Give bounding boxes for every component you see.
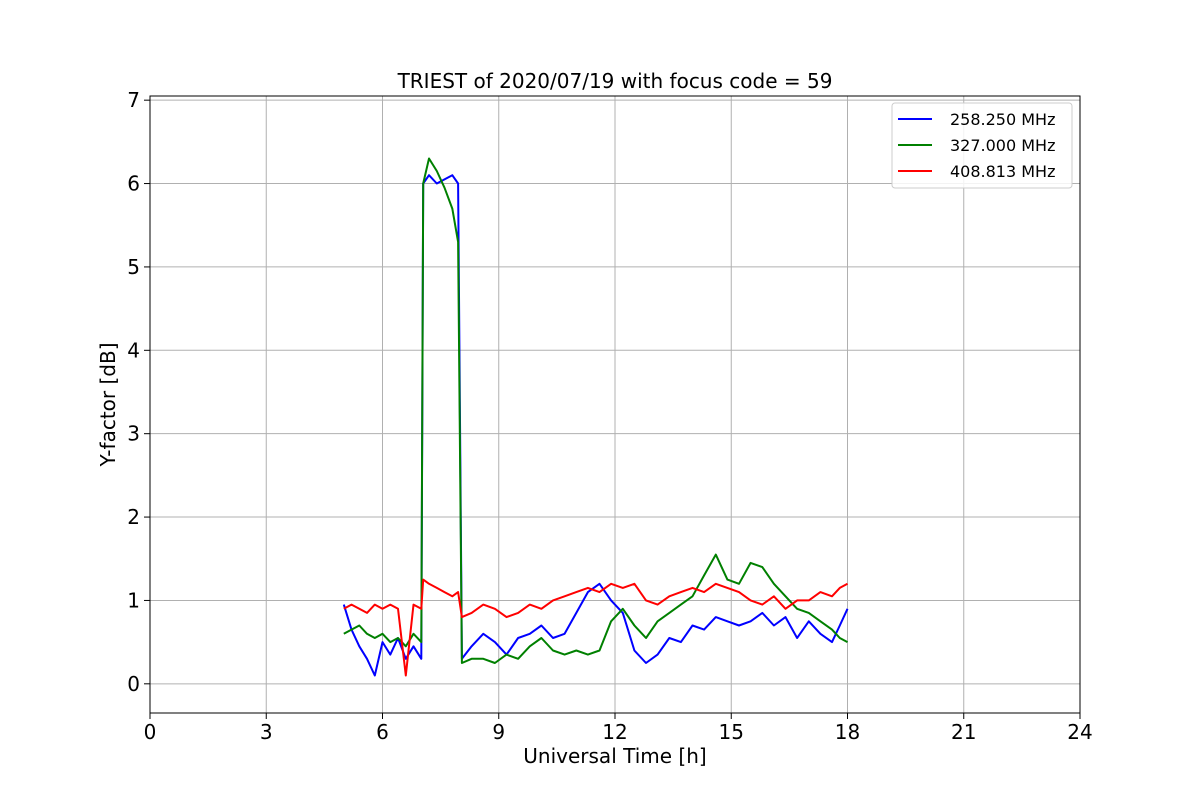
series-line-3 <box>343 578 848 677</box>
series-line-1 <box>342 174 849 677</box>
x-tick-label: 0 <box>144 720 157 744</box>
y-tick-label: 3 <box>127 422 140 446</box>
x-tick-label: 12 <box>602 720 627 744</box>
y-tick-label: 2 <box>127 505 140 529</box>
legend: 258.250 MHz 327.000 MHz 408.813 MHz <box>891 102 1073 189</box>
legend-entry-label: 327.000 MHz <box>950 136 1055 155</box>
x-tick-label: 24 <box>1067 720 1092 744</box>
chart-title: TRIEST of 2020/07/19 with focus code = 5… <box>397 69 833 93</box>
y-tick-label: 5 <box>127 255 140 279</box>
x-tick-label: 18 <box>835 720 860 744</box>
x-tick-label: 9 <box>492 720 505 744</box>
y-tick-label: 0 <box>127 672 140 696</box>
legend-entry-label: 408.813 MHz <box>950 162 1055 181</box>
y-axis-label: Y-factor [dB] <box>96 342 120 467</box>
x-axis-label: Universal Time [h] <box>523 744 706 768</box>
legend-box <box>891 102 1073 189</box>
x-tick-label: 21 <box>951 720 976 744</box>
x-tick-label: 6 <box>376 720 389 744</box>
y-tick-label: 1 <box>127 588 140 612</box>
y-tick-label: 6 <box>127 172 140 196</box>
x-tick-label: 15 <box>719 720 744 744</box>
y-tick-label: 4 <box>127 338 140 362</box>
y-tick-label: 7 <box>127 88 140 112</box>
series-layer <box>342 157 849 677</box>
x-tick-label: 3 <box>260 720 273 744</box>
legend-entry-label: 258.250 MHz <box>950 110 1055 129</box>
